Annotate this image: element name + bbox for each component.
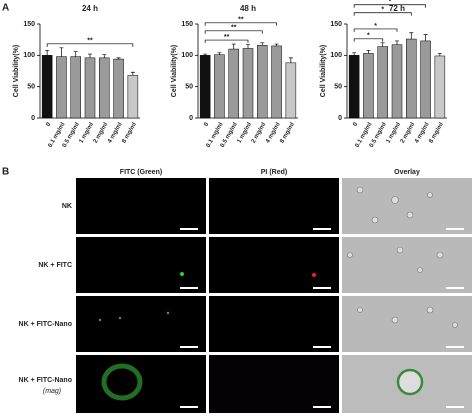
significance-bracket (46, 43, 134, 47)
column-header: Overlay (394, 169, 420, 176)
bar (242, 48, 254, 119)
x-tick-label: 8 mg/ml (279, 122, 296, 145)
y-tick-label: 150 (181, 21, 193, 28)
error-bar (409, 32, 414, 40)
bar (406, 38, 417, 119)
y-tick-label: 150 (23, 21, 35, 28)
bar (391, 44, 403, 119)
error-bar (260, 42, 265, 46)
bar (127, 75, 139, 119)
chart-title: 72 h (389, 4, 405, 13)
significance-label: * (388, 0, 391, 6)
error-bar (231, 43, 236, 50)
x-tick-label: 0 (45, 121, 52, 127)
bar (257, 45, 268, 119)
y-axis-label: Cell Viability(%) (320, 45, 327, 97)
y-tick-label: 0 (338, 115, 342, 122)
error-bar (352, 52, 357, 56)
significance-label: * (381, 7, 384, 14)
bar (214, 54, 225, 119)
error-bar (130, 71, 135, 76)
row-label: NK + FITC-Nano (19, 321, 72, 328)
y-tick-label: 0 (31, 115, 35, 122)
x-tick-label: 8 mg/ml (428, 122, 445, 145)
error-bar (203, 53, 208, 56)
error-bar (59, 47, 64, 57)
y-tick-label: 50 (27, 84, 35, 91)
bar (377, 46, 388, 119)
error-bar (217, 52, 222, 55)
error-bar (88, 53, 92, 58)
error-bar (423, 34, 428, 41)
y-axis-label: Cell Viability(%) (13, 45, 20, 97)
panel-label: A (2, 3, 9, 14)
bar (99, 57, 110, 119)
error-bar (102, 54, 107, 58)
bar (348, 55, 360, 119)
x-tick-label: 8 mg/ml (121, 122, 138, 145)
significance-label: ** (87, 38, 93, 45)
error-bar (73, 51, 78, 57)
error-bar (288, 57, 293, 63)
y-tick-label: 0 (189, 115, 193, 122)
significance-label: ** (224, 34, 230, 41)
significance-bracket (353, 28, 398, 32)
significance-bracket (353, 4, 426, 8)
significance-label: * (367, 33, 370, 40)
bar (199, 55, 211, 119)
significance-bracket (204, 22, 277, 26)
chart-title: 24 h (82, 4, 98, 13)
significance-bracket (353, 38, 384, 42)
bar (84, 57, 96, 119)
error-bar (437, 53, 442, 56)
significance-bracket (204, 30, 263, 34)
row-note: (mag) (43, 388, 61, 395)
bar (41, 55, 53, 119)
significance-bracket (353, 12, 412, 16)
error-bar (116, 57, 121, 60)
bar (363, 53, 374, 119)
y-tick-label: 100 (23, 52, 35, 59)
x-tick-label: 0 (352, 121, 359, 127)
error-bar (395, 40, 399, 45)
panel-label: B (2, 167, 9, 178)
significance-bracket (204, 39, 249, 44)
y-tick-label: 150 (330, 21, 342, 28)
significance-label: * (374, 23, 377, 30)
error-bar (380, 42, 385, 47)
column-header: FITC (Green) (120, 169, 162, 176)
significance-label: ** (238, 17, 244, 24)
y-tick-label: 100 (330, 52, 342, 59)
significance-label: ** (231, 25, 237, 32)
error-bar (366, 49, 371, 54)
bar (420, 40, 431, 119)
y-tick-label: 50 (334, 84, 342, 91)
bar (70, 56, 81, 119)
column-header: PI (Red) (261, 169, 287, 176)
error-bar (274, 43, 279, 46)
row-label: NK + FITC-Nano (19, 377, 72, 384)
bar (285, 62, 297, 119)
row-label: NK (62, 203, 72, 210)
bar (56, 56, 67, 119)
row-label: NK + FITC (38, 262, 72, 269)
y-tick-label: 50 (185, 84, 193, 91)
error-bar (45, 49, 50, 56)
y-axis-label: Cell Viability(%) (171, 45, 178, 97)
bar (113, 58, 124, 119)
y-tick-label: 100 (181, 52, 193, 59)
chart-title: 48 h (240, 4, 256, 13)
micrographs (76, 178, 472, 413)
bar (228, 48, 239, 119)
error-bar (246, 44, 250, 49)
x-tick-label: 0 (203, 121, 210, 127)
bar (434, 55, 446, 119)
bar (271, 45, 282, 119)
